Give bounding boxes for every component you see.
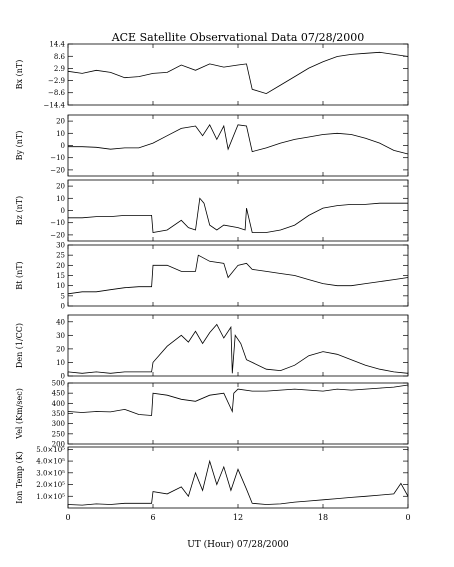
series-line bbox=[67, 459, 409, 506]
y-tick-label: 3.0×10⁵ bbox=[36, 469, 65, 477]
y-axis-label: Ion Temp (K) bbox=[15, 451, 24, 504]
y-tick-label: 0 bbox=[61, 207, 65, 215]
x-tick-label: 12 bbox=[233, 513, 243, 522]
x-axis-label: UT (Hour) 07/28/2000 bbox=[187, 539, 289, 550]
x-tick-label: 6 bbox=[150, 513, 155, 522]
y-tick-label: 2.9 bbox=[54, 65, 65, 73]
panel-frame bbox=[67, 179, 409, 242]
panel-5: 500 450 400 350 300 250 200 Vel (Km/sec) bbox=[15, 380, 409, 449]
y-tick-label: 14.4 bbox=[49, 41, 65, 49]
y-tick-label: 20 bbox=[56, 118, 65, 126]
series-line bbox=[67, 323, 409, 374]
y-tick-label: 25 bbox=[56, 252, 65, 260]
y-tick-label: −14.4 bbox=[44, 102, 66, 110]
y-tick-label: −2.9 bbox=[48, 77, 65, 85]
y-tick-label: 15 bbox=[56, 272, 65, 280]
panel-frame bbox=[67, 446, 409, 509]
series-line bbox=[68, 123, 409, 155]
series-line bbox=[67, 384, 409, 416]
y-tick-label: 200 bbox=[52, 441, 65, 449]
y-tick-label: 350 bbox=[52, 410, 65, 418]
y-axis-label: Bx (nT) bbox=[15, 60, 24, 90]
y-tick-label: 20 bbox=[56, 262, 65, 270]
x-tick-label: 0 bbox=[65, 513, 70, 522]
y-axis-label: Vel (Km/sec) bbox=[15, 388, 24, 440]
y-tick-label: 30 bbox=[56, 332, 65, 340]
y-tick-label: −20 bbox=[50, 166, 65, 174]
y-tick-label: 300 bbox=[52, 420, 65, 428]
y-tick-label: 10 bbox=[56, 130, 65, 138]
y-axis-label: By (nT) bbox=[15, 131, 24, 161]
panel-frame bbox=[67, 314, 409, 377]
y-tick-label: 0 bbox=[61, 373, 65, 381]
panel-frame bbox=[67, 43, 409, 106]
y-tick-label: 30 bbox=[56, 242, 65, 250]
series-line bbox=[67, 254, 409, 295]
y-tick-label: 0 bbox=[61, 142, 65, 150]
y-tick-label: 2.0×10⁵ bbox=[36, 481, 65, 489]
panel-3: 30 25 20 15 10 5 0 Bt (nT) bbox=[15, 242, 409, 311]
panel-4: 40 30 20 10 0 Den (1/CC) bbox=[15, 314, 409, 381]
y-axis-label: Bt (nT) bbox=[15, 261, 24, 289]
panels-group: 14.4 8.6 2.9 −2.9 −8.6 −14.4 Bx (nT) 20 10 0 −10 −2… bbox=[15, 41, 409, 509]
y-tick-label: 20 bbox=[56, 183, 65, 191]
y-tick-label: 5 bbox=[61, 292, 65, 300]
y-tick-label: 450 bbox=[52, 390, 65, 398]
panel-frame bbox=[67, 114, 409, 177]
y-axis-label: Den (1/CC) bbox=[15, 323, 24, 368]
y-tick-label: 4.0×10⁵ bbox=[36, 458, 65, 466]
y-tick-label: −10 bbox=[50, 154, 65, 162]
y-tick-label: 10 bbox=[56, 195, 65, 203]
y-tick-label: 10 bbox=[56, 359, 65, 367]
y-tick-label: 500 bbox=[52, 380, 65, 388]
panel-1: 20 10 0 −10 −20 By (nT) bbox=[15, 114, 409, 177]
y-tick-label: 10 bbox=[56, 282, 65, 290]
x-axis: 0 6 12 18 0 bbox=[65, 513, 410, 522]
y-tick-label: 8.6 bbox=[54, 53, 66, 61]
panel-frame bbox=[67, 244, 409, 307]
y-tick-label: 400 bbox=[52, 400, 65, 408]
y-tick-label: 20 bbox=[56, 345, 65, 353]
y-tick-label: −10 bbox=[50, 219, 65, 227]
panel-0: 14.4 8.6 2.9 −2.9 −8.6 −14.4 Bx (nT) bbox=[15, 41, 409, 110]
y-tick-label: 0 bbox=[61, 303, 65, 311]
series-line bbox=[67, 51, 409, 95]
series-line bbox=[68, 197, 408, 233]
panel-6: 5.0×10⁵ 4.0×10⁵ 3.0×10⁵ 2.0×10⁵ 1.0×10⁵ Ion T… bbox=[15, 446, 409, 509]
y-tick-label: 40 bbox=[56, 318, 65, 326]
panel-frame bbox=[67, 382, 409, 445]
y-tick-label: 250 bbox=[52, 430, 65, 438]
y-tick-label: 5.0×10⁵ bbox=[36, 446, 65, 454]
chart-title: ACE Satellite Observational Data 07/28/2… bbox=[111, 31, 365, 44]
y-axis-label: Bz (nT) bbox=[15, 196, 24, 225]
y-tick-label: −8.6 bbox=[48, 89, 66, 97]
y-tick-label: 1.0×10⁵ bbox=[36, 493, 65, 501]
y-tick-label: −20 bbox=[50, 231, 65, 239]
x-tick-label: 18 bbox=[318, 513, 328, 522]
panel-2: 20 10 0 −10 −20 Bz (nT) bbox=[15, 179, 409, 242]
x-tick-label: 0 bbox=[405, 513, 410, 522]
